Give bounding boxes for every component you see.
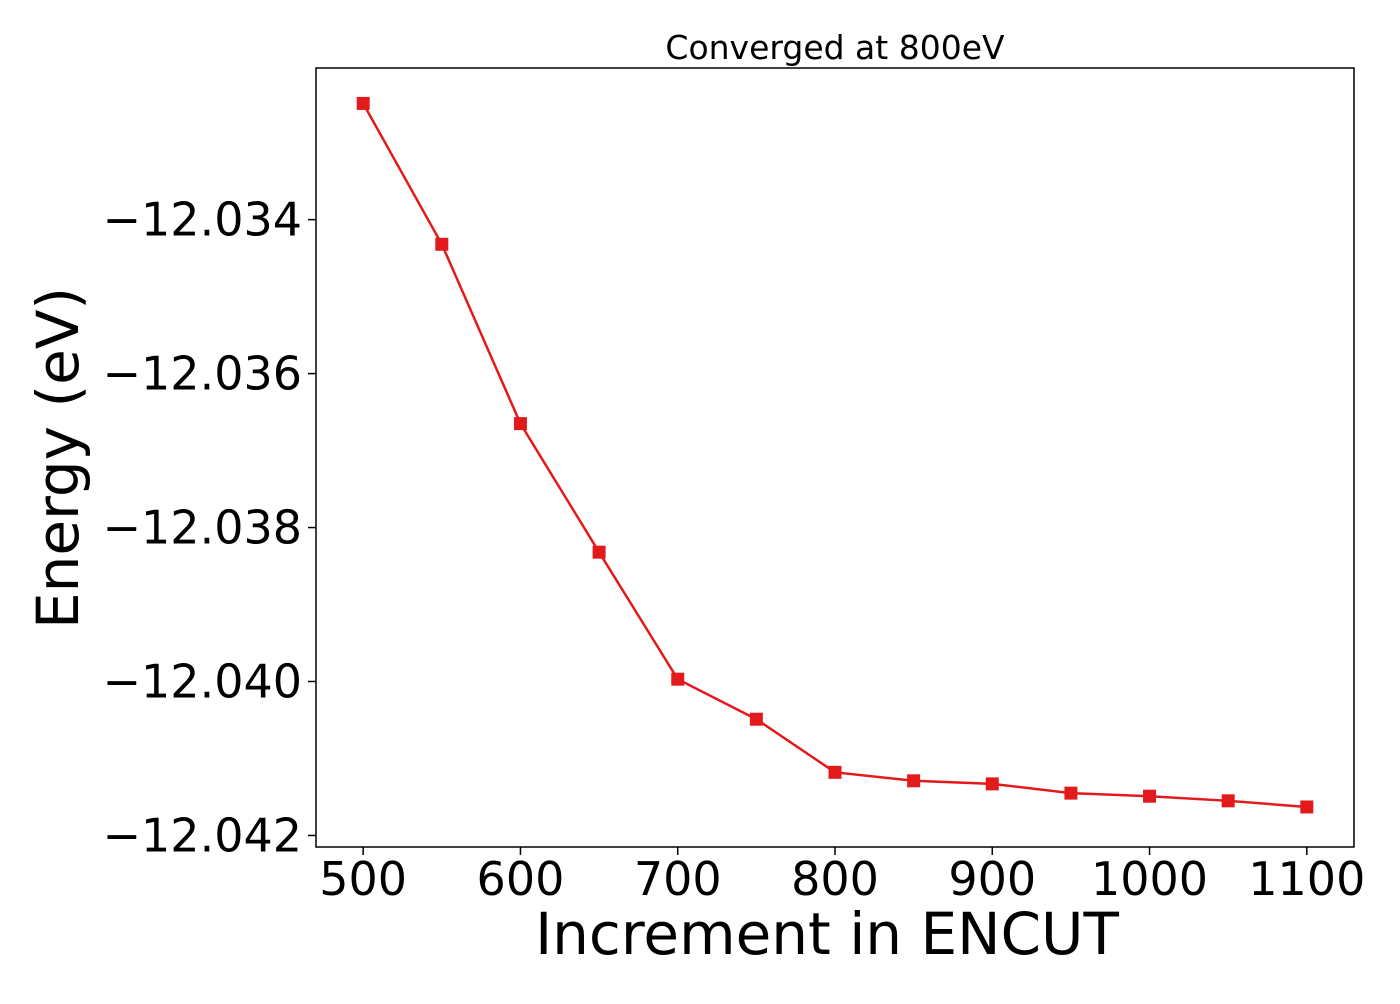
x-tick-label: 1100 (1248, 852, 1365, 906)
x-tick-label: 900 (948, 852, 1036, 906)
y-tick-label: −12.042 (103, 808, 303, 862)
x-tick-label: 600 (477, 852, 565, 906)
data-point-marker (1300, 800, 1314, 814)
y-tick-label: −12.034 (103, 193, 303, 247)
x-tick-label: 1000 (1091, 852, 1208, 906)
x-tick-label: 800 (791, 852, 879, 906)
x-tick-label: 500 (319, 852, 407, 906)
data-point-marker (513, 417, 527, 431)
chart-title: Converged at 800eV (665, 28, 1005, 67)
y-tick-label: −12.036 (103, 347, 303, 401)
data-point-marker (749, 712, 763, 726)
x-tick-label: 700 (634, 852, 722, 906)
data-point-marker (907, 774, 921, 788)
data-point-marker (1221, 794, 1235, 808)
data-point-marker (828, 765, 842, 779)
series-layer (356, 96, 1314, 814)
plot-frame (315, 67, 1355, 848)
data-point-marker (1143, 789, 1157, 803)
data-point-marker (1064, 786, 1078, 800)
y-axis: −12.034 −12.036 −12.038 −12.040 −12.042 (103, 193, 316, 862)
y-tick-label: −12.038 (103, 501, 303, 555)
data-point-marker (356, 96, 370, 110)
data-point-marker (985, 777, 999, 791)
x-axis-label: Increment in ENCUT (535, 900, 1119, 968)
data-point-marker (435, 237, 449, 251)
y-axis-label: Energy (eV) (24, 287, 92, 629)
data-point-marker (592, 545, 606, 559)
y-tick-label: −12.040 (103, 655, 303, 709)
data-point-marker (671, 672, 685, 686)
x-axis: 500 600 700 800 900 1000 1100 (319, 847, 1365, 906)
series-line (362, 102, 1307, 809)
